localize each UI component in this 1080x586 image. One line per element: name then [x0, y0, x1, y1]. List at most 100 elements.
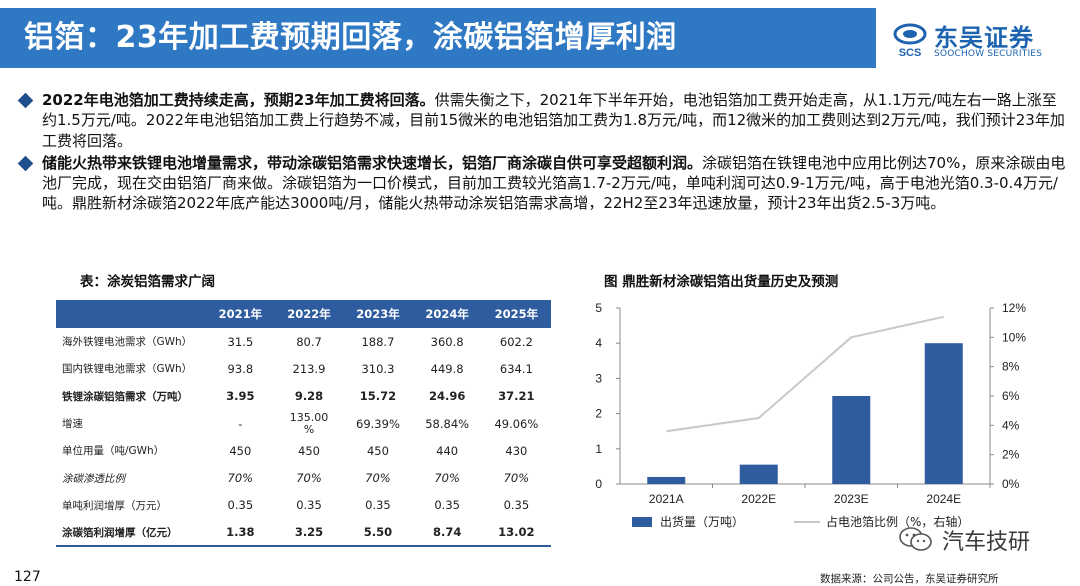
y2-tick-label: 2% [1002, 448, 1020, 462]
table-cell: 430 [505, 443, 528, 458]
bullet-headline: 2022年电池箔加工费持续走高，预期23年加工费将回落。 [42, 91, 435, 109]
table-cell: 213.9 [292, 361, 326, 376]
table-row: 单吨利润增厚（万元） 0.35 0.35 0.35 0.35 0.35 [56, 492, 551, 519]
table-header-row: 2021年 2022年 2023年 2024年 2025年 [56, 300, 551, 328]
data-source: 数据来源：公司公告，东吴证券研究所 [820, 573, 999, 585]
table-cell: 24.96 [428, 389, 466, 404]
table-cell: 602.2 [499, 334, 533, 349]
table-cell: 70% [227, 471, 254, 486]
table-cell: 80.7 [296, 334, 322, 349]
table-row: 国内铁锂电池需求（GWh） 93.8 213.9 310.3 449.8 634.1 [56, 355, 551, 382]
table-cell: 70% [296, 471, 322, 486]
bar [647, 476, 686, 484]
bullet-item: 储能火热带来铁锂电池增量需求，带动涂碳铝箔需求快速增长，铝箔厂商涂碳自供可享受超… [17, 153, 1068, 214]
table-cell: 69.39% [356, 416, 400, 431]
table-row: 涂碳箔利润增厚（亿元） 1.38 3.25 5.50 8.74 13.02 [56, 519, 551, 548]
legend-line-label: 占电池箔比例（%，右轴） [826, 514, 969, 529]
column-header: 2022年 [274, 300, 344, 328]
table-cell: 9.28 [294, 389, 324, 404]
logo-english-name: SOOCHOW SECURITIES [934, 49, 1043, 59]
shipment-chart: 0 1 2 3 4 5 0% 2% 4% 6% 8% 10% 12% 2021A 2022E 2023E 202… [595, 301, 1026, 529]
table-row: 涂碳渗透比例 70% 70% 70% 70% 70% [56, 464, 551, 491]
table-cell: 49.06% [494, 416, 539, 431]
y-tick-label: 1 [595, 442, 602, 456]
table-cell: 310.3 [361, 361, 395, 376]
x-tick-label: 2024E [926, 492, 961, 506]
table-cell: 135.00 % [289, 410, 329, 436]
diamond-bullet-icon [17, 92, 34, 109]
bullet-item: 2022年电池箔加工费持续走高，预期23年加工费将回落。供需失衡之下，2021年… [17, 90, 1068, 151]
row-label: 单吨利润增厚（万元） [62, 499, 167, 512]
y2-tick-label: 0% [1002, 477, 1020, 491]
table-cell: 3.95 [226, 389, 255, 404]
bar [832, 396, 871, 484]
table-row: 海外铁锂电池需求（GWh） 31.5 80.7 188.7 360.8 602.2 [56, 328, 551, 355]
column-header: 2023年 [343, 300, 413, 328]
table-cell: 8.74 [412, 519, 482, 548]
table-cell: 0.35 [296, 498, 322, 513]
row-label: 涂碳箔利润增厚（亿元） [56, 519, 206, 548]
table-row: 铁锂涂碳铝箔需求（万吨） 3.95 9.28 15.72 24.96 37.21 [56, 383, 551, 410]
y-tick-label: 0 [595, 477, 602, 491]
y-tick-label: 4 [595, 336, 602, 350]
slide-title: 铝箔：23年加工费预期回落，涂碳铝箔增厚利润 [24, 20, 677, 55]
slide-header: 铝箔：23年加工费预期回落，涂碳铝箔增厚利润 SCS 东吴证券 SOOCHOW … [0, 0, 1080, 70]
title-band [0, 8, 876, 68]
x-tick-label: 2022E [741, 492, 776, 506]
table-cell: 440 [436, 443, 459, 458]
table-cell: 70% [503, 471, 530, 486]
table-cell: 15.72 [359, 389, 397, 404]
column-header: 2025年 [481, 300, 551, 328]
row-label: 单位用量（吨/GWh） [62, 445, 165, 458]
watermark-text: 汽车技研 [942, 530, 1031, 555]
bullet-headline: 储能火热带来铁锂电池增量需求，带动涂碳铝箔需求快速增长，铝箔厂商涂碳自供可享受超… [42, 153, 703, 172]
column-header [56, 300, 206, 328]
company-logo: SCS 东吴证券 SOOCHOW SECURITIES [890, 18, 1070, 64]
chart-title: 图 鼎胜新材涂碳铝箔出货量历史及预测 [604, 274, 839, 290]
table-cell: 0.35 [434, 498, 460, 513]
table-title: 表：涂炭铝箔需求广阔 [80, 274, 215, 290]
ratio-line [666, 315, 944, 433]
bullet-body: 涂碳铝箔在铁锂电池中应用比例达70%，原来涂碳由电池厂完成，现在交由铝箔厂商来做… [42, 153, 1066, 213]
table-cell: 450 [298, 443, 320, 458]
table-cell: 450 [366, 443, 389, 458]
table-cell: - [238, 416, 243, 431]
bullet-list: 2022年电池箔加工费持续走高，预期23年加工费将回落。供需失衡之下，2021年… [17, 90, 1068, 216]
table-cell: 188.7 [361, 334, 395, 349]
y-tick-label: 2 [595, 407, 602, 421]
y2-tick-label: 10% [1002, 330, 1026, 344]
logo-chinese-name: 东吴证券 [934, 24, 1034, 52]
y2-tick-label: 8% [1002, 360, 1020, 374]
table-row: 增速 - 135.00 % 69.39% 58.84% 49.06% [56, 410, 551, 437]
bullet-body: 供需失衡之下，2021年下半年开始，电池铝箔加工费开始走高，从1.1万元/吨左右… [42, 91, 1065, 150]
table-row: 单位用量（吨/GWh） 450 450 450 440 430 [56, 437, 551, 464]
table-cell: 5.50 [343, 519, 413, 548]
row-label: 海外铁锂电池需求（GWh） [62, 336, 193, 349]
table-cell: 0.35 [365, 498, 391, 513]
table-cell: 449.8 [430, 361, 464, 376]
table-cell: 3.25 [274, 519, 344, 548]
table-cell: 93.8 [227, 361, 254, 376]
x-tick-label: 2023E [834, 492, 869, 506]
legend-bar-label: 出货量（万吨） [660, 514, 744, 529]
y-tick-label: 5 [595, 301, 602, 315]
column-header: 2021年 [206, 300, 275, 328]
table-cell: 58.84% [425, 416, 470, 431]
table-cell: 0.35 [227, 498, 254, 513]
wechat-icon [899, 527, 932, 551]
table-cell: 13.02 [481, 519, 551, 548]
y2-tick-label: 6% [1002, 389, 1020, 403]
table-cell: 70% [434, 471, 460, 486]
table-cell: 360.8 [430, 334, 464, 349]
x-tick-label: 2021A [649, 492, 684, 506]
table-cell: 1.38 [206, 519, 275, 548]
bar [924, 343, 963, 484]
table-cell: 450 [229, 443, 252, 458]
row-label: 增速 [62, 418, 83, 431]
row-label: 铁锂涂碳铝箔需求（万吨） [62, 390, 188, 403]
svg-text:SCS: SCS [899, 47, 922, 59]
y-tick-label: 3 [595, 371, 602, 385]
table-cell: 70% [365, 471, 391, 486]
bar [739, 464, 778, 484]
table-cell: 0.35 [503, 498, 530, 513]
